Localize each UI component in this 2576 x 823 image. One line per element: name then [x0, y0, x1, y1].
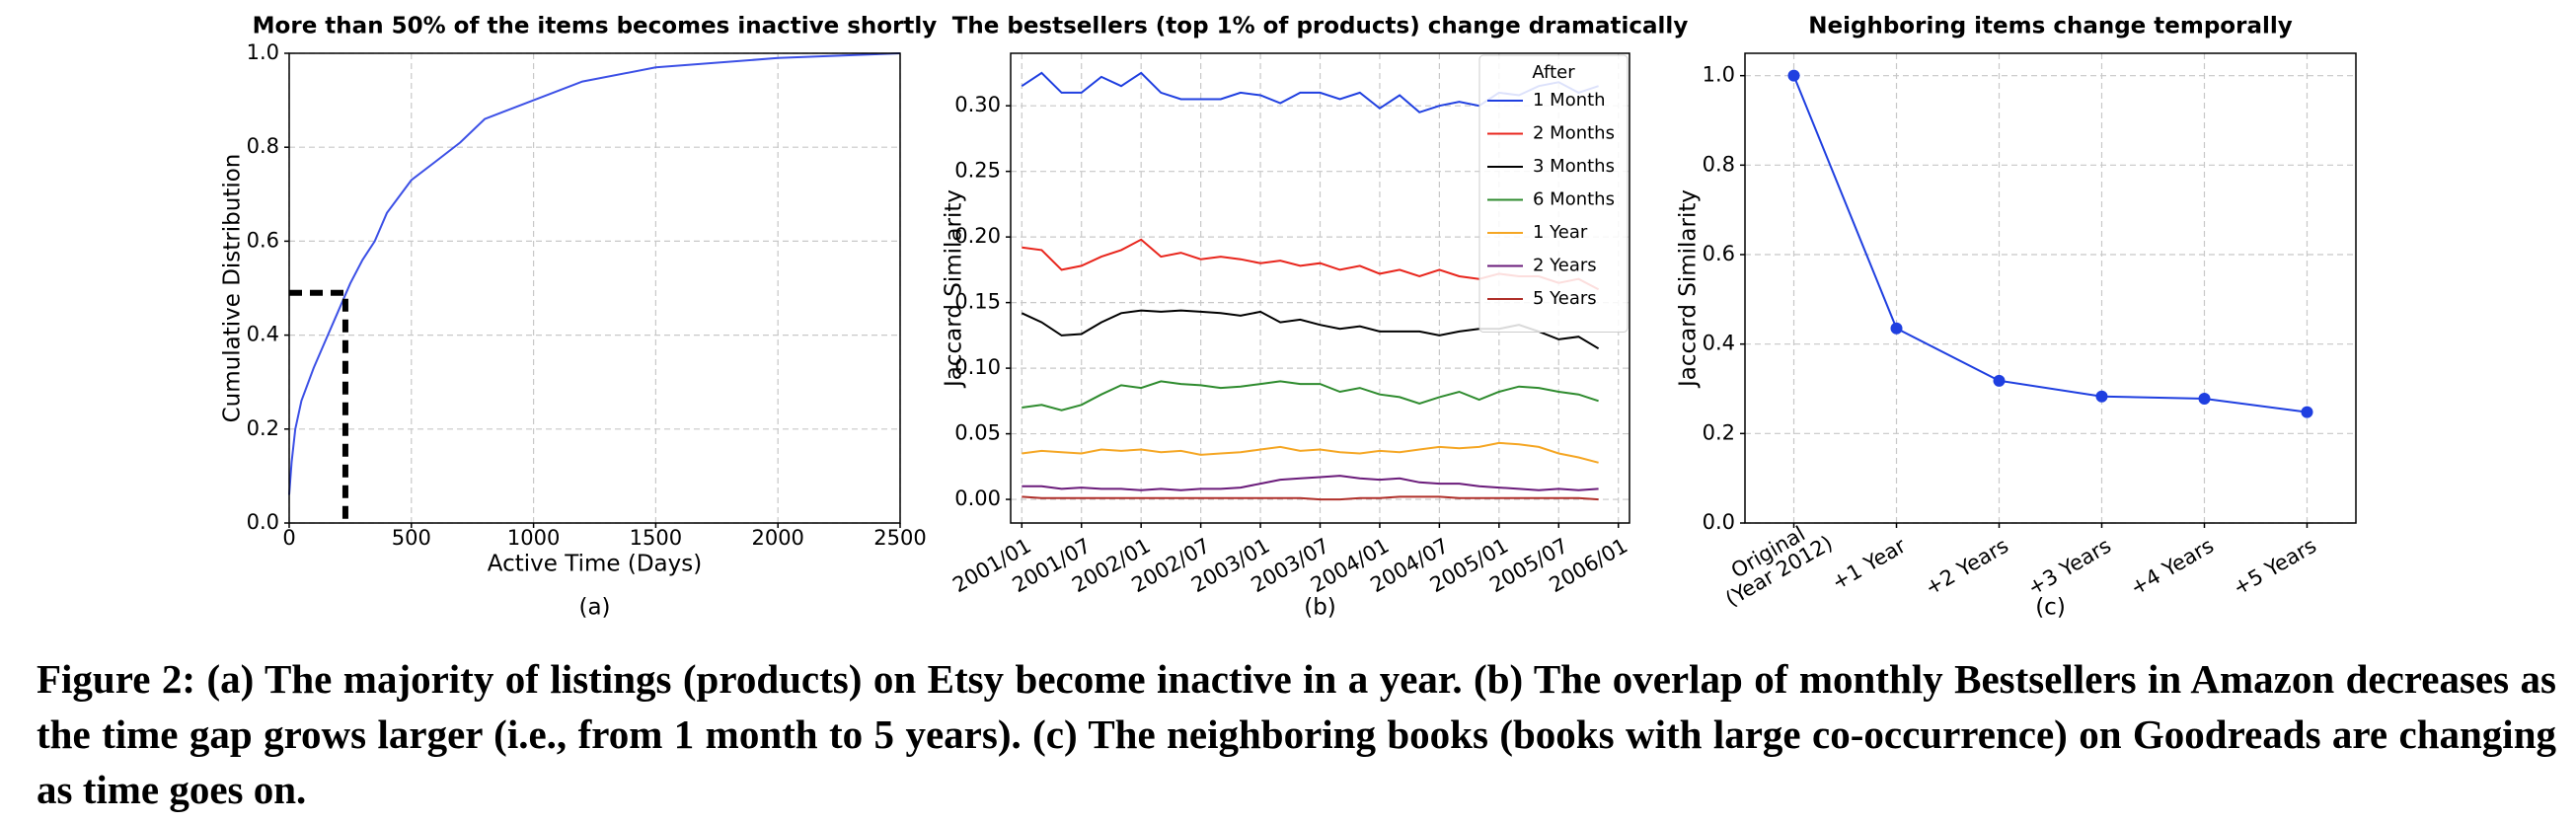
y-tick-label: 0.0 [1703, 510, 1735, 534]
chart-title: Neighboring items change temporally [1808, 14, 2292, 39]
y-tick-label: 0.8 [1703, 152, 1735, 176]
y-tick-label: 0.20 [954, 224, 1001, 248]
subplot-label: (c) [2035, 595, 2066, 621]
legend-label: 2 Years [1533, 256, 1597, 276]
x-tick-label: +1 Year [1828, 534, 1910, 595]
marker [1993, 374, 2006, 387]
y-axis-label: Jaccard Similarity [942, 189, 967, 389]
plot-frame [1744, 52, 2357, 524]
legend-label: 6 Months [1533, 189, 1615, 210]
legend-label: 1 Year [1533, 222, 1588, 243]
legend-title: After [1532, 62, 1575, 83]
chart-title: More than 50% of the items becomes inact… [253, 14, 938, 39]
x-tick-label: +4 Years [2126, 534, 2218, 600]
y-tick-label: 0.00 [954, 486, 1001, 510]
series-line [1022, 380, 1599, 412]
y-tick-label: 0.6 [1703, 242, 1735, 265]
y-tick-label: 1.0 [247, 40, 279, 64]
x-tick-label: 500 [392, 526, 431, 550]
highlight-line [289, 289, 348, 523]
x-tick-label: +5 Years [2229, 534, 2320, 600]
x-tick-label: 1000 [507, 526, 560, 550]
y-tick-label: 0.25 [954, 159, 1001, 183]
x-tick-label: 0 [282, 526, 295, 550]
x-tick-label: +3 Years [2023, 534, 2115, 600]
marker [2301, 406, 2313, 418]
marker [1890, 322, 1903, 335]
x-tick-label: 1500 [630, 526, 682, 550]
marker [2095, 390, 2108, 403]
legend-label: 2 Months [1533, 123, 1615, 144]
y-tick-label: 0.6 [247, 228, 279, 252]
x-axis-label: Active Time (Days) [488, 552, 702, 577]
plot-frame [1010, 52, 1630, 524]
y-tick-label: 0.15 [954, 290, 1001, 314]
y-tick-label: 0.2 [1703, 420, 1735, 444]
y-tick-label: 0.8 [247, 134, 279, 158]
y-tick-label: 1.0 [1703, 63, 1735, 87]
figure: More than 50% of the items becomes inact… [220, 14, 2357, 621]
x-tick-label: 2500 [873, 526, 926, 550]
series-line [1022, 495, 1599, 501]
y-tick-label: 0.05 [954, 421, 1001, 445]
legend-label: 5 Years [1533, 288, 1597, 309]
y-tick-label: 0.10 [954, 355, 1001, 379]
legend-box [1478, 54, 1629, 333]
y-tick-label: 0.0 [247, 510, 279, 534]
series-line [1022, 475, 1599, 491]
y-axis-label: Cumulative Distribution [220, 154, 246, 423]
x-tick-label: 2000 [751, 526, 803, 550]
series-line [1792, 75, 2308, 413]
series-line [1022, 441, 1599, 464]
subplot-label: (a) [578, 595, 610, 621]
x-tick-label: +2 Years [1921, 534, 2012, 600]
chart-title: The bestsellers (top 1% of products) cha… [952, 14, 1689, 39]
plot-frame [288, 52, 901, 524]
legend-label: 3 Months [1533, 156, 1615, 177]
marker [2198, 392, 2211, 405]
y-tick-label: 0.4 [1703, 332, 1735, 355]
y-axis-label: Jaccard Similarity [1676, 189, 1702, 389]
y-tick-label: 0.2 [247, 416, 279, 440]
y-tick-label: 0.30 [954, 93, 1001, 116]
caption: Figure 2: (a) The majority of listings (… [37, 656, 2556, 812]
series-line [288, 52, 901, 495]
legend-label: 1 Month [1533, 90, 1606, 111]
y-tick-label: 0.4 [247, 323, 279, 346]
marker [1787, 69, 1800, 82]
subplot-label: (b) [1304, 595, 1336, 621]
